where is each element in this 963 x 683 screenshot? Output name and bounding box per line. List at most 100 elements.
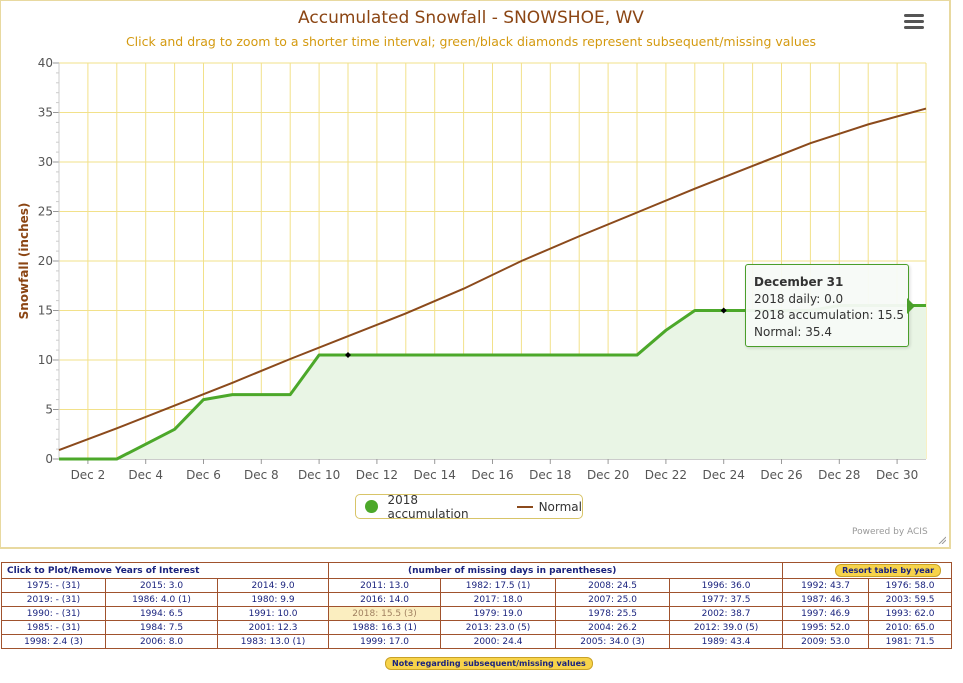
year-cell[interactable]: 1978: 25.5 [555,606,671,621]
year-cell[interactable]: 2001: 12.3 [216,620,330,635]
year-cell[interactable]: 1989: 43.4 [669,634,784,649]
year-cell[interactable]: 1985: - (31) [1,620,106,635]
year-cell[interactable]: 1987: 46.3 [782,592,870,607]
year-cell[interactable]: 1995: 52.0 [782,620,870,635]
y-axis-label: Snowfall (inches) [17,203,31,320]
year-cell[interactable]: 1975: - (31) [1,578,106,593]
year-cell[interactable]: 2005: 34.0 (3) [555,634,671,649]
chart-svg[interactable]: 0 5 10 15 20 25 30 35 40 Dec 2 Dec 4 Dec 6 Dec 8 Dec … [1,1,952,550]
normal-series-line [58,107,927,452]
x-tick-label: Dec 14 [414,468,456,482]
table-header-row: Click to Plot/Remove Years of Interest (… [0,562,953,579]
year-cell[interactable]: 2003: 59.5 [868,592,953,607]
year-cell[interactable]: 2014: 9.0 [216,578,330,593]
year-cell[interactable]: 1996: 36.0 [669,578,784,593]
x-tick-label: Dec 22 [645,468,687,482]
year-cell[interactable]: 2000: 24.4 [440,634,557,649]
x-tick-label: Dec 2 [71,468,106,482]
year-cell[interactable]: 1999: 17.0 [328,634,442,649]
year-cell[interactable]: 1976: 58.0 [868,578,953,593]
resize-grip-icon[interactable] [938,536,946,544]
chart-subtitle: Click and drag to zoom to a shorter time… [125,34,817,49]
year-cell[interactable]: 2002: 38.7 [669,606,784,621]
year-cell[interactable]: 2017: 18.0 [440,592,557,607]
year-cell[interactable]: 2016: 14.0 [328,592,442,607]
legend-label-accumulation: 2018 accumulation [387,492,469,521]
legend-circle-icon [365,500,378,513]
chart-legend: 2018 accumulation Normal [355,493,583,521]
y-tick-label: 0 [45,452,53,466]
tooltip-accumulation: 2018 accumulation: 15.5 [754,308,905,322]
x-tick-label: Dec 30 [876,468,918,482]
year-cell[interactable]: 1997: 46.9 [782,606,870,621]
table-header-left: Click to Plot/Remove Years of Interest [0,562,330,579]
year-cell[interactable]: 1983: 13.0 (1) [216,634,330,649]
x-tick-label: Dec 26 [760,468,802,482]
year-cell[interactable]: 2011: 13.0 [328,578,442,593]
table-header-center: (number of missing days in parentheses) [328,562,784,579]
year-cell[interactable]: 2015: 3.0 [105,578,218,593]
year-cell[interactable]: 1992: 43.7 [782,578,870,593]
year-cell[interactable]: 2018: 15.5 (3) [328,606,442,621]
y-tick-label: 30 [38,155,53,169]
year-cell[interactable]: 1980: 9.9 [216,592,330,607]
years-table-body: 1975: - (31) 2015: 3.0 2014: 9.0 2011: 13.0… [1,578,953,649]
year-cell[interactable]: 1982: 17.5 (1) [440,578,557,593]
accumulation-area [59,305,926,459]
table-row: 1985: - (31) 1984: 7.5 2001: 12.3 1988: 16.… [1,620,953,635]
year-cell[interactable]: 1998: 2.4 (3) [1,634,106,649]
tooltip-daily: 2018 daily: 0.0 [754,291,844,306]
y-tick-label: 10 [38,353,53,367]
year-cell[interactable]: 2010: 65.0 [868,620,953,635]
year-cell[interactable]: 2009: 53.0 [782,634,870,649]
table-row: 2019: - (31) 1986: 4.0 (1) 1980: 9.9 2016: … [1,592,953,607]
year-cell[interactable]: 1990: - (31) [1,606,106,621]
tooltip-arrow-icon [907,298,915,314]
resort-table-button[interactable]: Resort table by year [835,564,942,577]
year-cell[interactable]: 1994: 6.5 [105,606,218,621]
x-tick-label: Dec 6 [186,468,221,482]
table-header-right: Resort table by year [782,562,953,579]
years-table: Click to Plot/Remove Years of Interest (… [0,562,953,649]
year-cell[interactable]: 2007: 25.0 [555,592,671,607]
year-cell[interactable]: 2006: 8.0 [105,634,218,649]
tooltip-date: December 31 [754,275,844,289]
x-tick-label: Dec 16 [471,468,513,482]
y-tick-label: 25 [38,205,53,219]
year-cell[interactable]: 1977: 37.5 [669,592,784,607]
chart-title: Accumulated Snowfall - SNOWSHOE, WV [298,8,644,28]
year-cell[interactable]: 1986: 4.0 (1) [105,592,218,607]
legend-line-icon [516,505,533,508]
year-cell[interactable]: 1991: 10.0 [216,606,330,621]
hamburger-menu-icon[interactable] [904,14,924,32]
year-cell[interactable]: 2008: 24.5 [555,578,671,593]
table-row: 1975: - (31) 2015: 3.0 2014: 9.0 2011: 13.0… [1,578,953,593]
y-tick-label: 40 [38,56,53,70]
year-cell[interactable]: 1984: 7.5 [105,620,218,635]
y-tick-label: 35 [38,106,53,120]
year-cell[interactable]: 2004: 26.2 [555,620,671,635]
missing-value-diamond-marker [345,352,351,359]
note-missing-values-button[interactable]: Note regarding subsequent/missing values [385,657,593,670]
year-cell[interactable]: 1981: 71.5 [868,634,953,649]
credits-link[interactable]: Powered by ACIS [852,527,928,537]
table-row: 1990: - (31) 1994: 6.5 1991: 10.0 2018: 15.… [1,606,953,621]
y-tick-label: 20 [38,254,53,268]
x-tick-label: Dec 4 [128,468,163,482]
year-cell[interactable]: 1988: 16.3 (1) [328,620,442,635]
chart-panel[interactable]: 0 5 10 15 20 25 30 35 40 Dec 2 Dec 4 Dec 6 Dec 8 Dec … [0,0,951,549]
year-cell[interactable]: 1979: 19.0 [440,606,557,621]
legend-item-accumulation[interactable]: 2018 accumulation [365,493,499,521]
year-cell[interactable]: 2013: 23.0 (5) [440,620,557,635]
missing-value-diamond-marker [720,307,727,314]
year-cell[interactable]: 2019: - (31) [1,592,106,607]
chart-tooltip: December 31 2018 daily: 0.0 2018 accumul… [745,264,909,347]
x-tick-label: Dec 12 [356,468,398,482]
y-tick-label: 15 [38,304,53,318]
year-cell[interactable]: 2012: 39.0 (5) [669,620,784,635]
x-tick-label: Dec 24 [703,468,745,482]
x-tick-label: Dec 28 [818,468,860,482]
legend-item-normal[interactable]: Normal [516,500,582,514]
year-cell[interactable]: 1993: 62.0 [868,606,953,621]
tooltip-normal: Normal: 35.4 [754,324,832,339]
